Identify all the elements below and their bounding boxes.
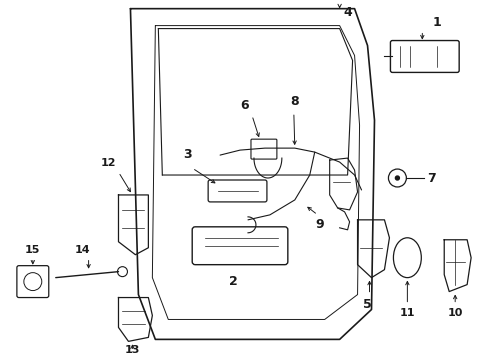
Text: 3: 3 <box>183 148 192 161</box>
Text: 6: 6 <box>241 99 249 112</box>
Text: 11: 11 <box>400 307 415 318</box>
Text: 12: 12 <box>101 158 116 168</box>
Text: 7: 7 <box>427 171 436 185</box>
Text: 10: 10 <box>447 307 463 318</box>
Text: 9: 9 <box>316 218 324 231</box>
Text: 14: 14 <box>75 245 91 255</box>
Text: 4: 4 <box>343 6 352 19</box>
Text: 5: 5 <box>363 298 372 311</box>
Text: 2: 2 <box>229 275 238 288</box>
Circle shape <box>395 176 399 180</box>
Text: 8: 8 <box>290 95 298 108</box>
Text: 1: 1 <box>432 15 441 28</box>
Text: 13: 13 <box>125 345 140 355</box>
Text: 15: 15 <box>25 245 41 255</box>
